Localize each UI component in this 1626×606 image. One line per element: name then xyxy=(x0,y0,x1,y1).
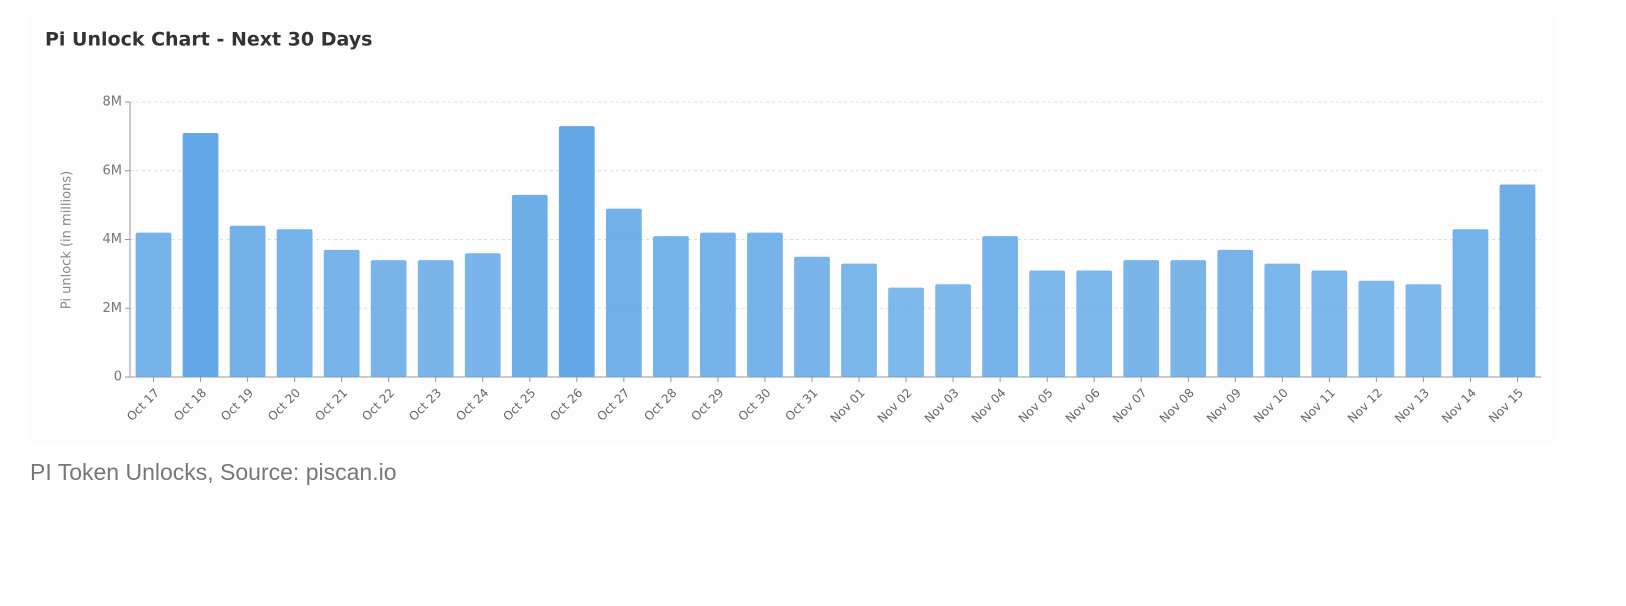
bar xyxy=(982,236,1018,377)
bar xyxy=(1123,260,1160,377)
bar xyxy=(747,232,783,377)
bar xyxy=(370,260,407,377)
bar xyxy=(511,194,548,377)
bar xyxy=(1076,270,1113,377)
bar xyxy=(605,208,642,377)
bar xyxy=(700,232,736,377)
bar xyxy=(935,284,971,377)
bar xyxy=(1499,184,1536,377)
bar xyxy=(276,229,313,377)
bar xyxy=(229,225,266,377)
bar xyxy=(182,132,219,377)
bar xyxy=(323,249,360,377)
bar xyxy=(558,126,595,377)
y-tick-label: 0 xyxy=(114,370,122,385)
y-axis-label: Pi unlock (in millions) xyxy=(60,171,75,309)
bar xyxy=(1264,263,1301,377)
y-tick-label: 6M xyxy=(103,163,123,178)
bar xyxy=(1311,270,1348,377)
bar xyxy=(1217,249,1254,377)
bar xyxy=(794,256,830,377)
y-tick-label: 2M xyxy=(103,301,123,316)
bar xyxy=(841,263,877,377)
chart-title: Pi Unlock Chart - Next 30 Days xyxy=(45,29,372,51)
bar xyxy=(653,236,689,377)
bar xyxy=(1358,280,1395,377)
bar xyxy=(1452,229,1489,377)
bar xyxy=(1405,284,1442,377)
bar xyxy=(1029,270,1066,377)
y-tick-label: 8M xyxy=(103,95,123,110)
bar xyxy=(417,260,454,377)
y-tick-label: 4M xyxy=(103,232,123,247)
bar xyxy=(888,287,924,377)
bar xyxy=(1170,260,1207,377)
bar xyxy=(464,253,501,377)
bar xyxy=(135,232,172,377)
caption: PI Token Unlocks, Source: piscan.io xyxy=(30,459,396,485)
